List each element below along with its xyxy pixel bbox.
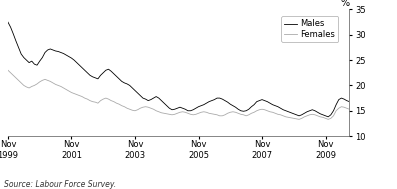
Males xyxy=(257,99,262,102)
Females xyxy=(257,109,262,111)
Legend: Males, Females: Males, Females xyxy=(281,16,338,42)
Text: %: % xyxy=(340,0,349,8)
Males xyxy=(183,108,188,110)
Males xyxy=(347,101,352,103)
Males xyxy=(231,105,235,107)
Females xyxy=(297,118,301,121)
Females xyxy=(151,108,156,110)
Males xyxy=(326,116,331,118)
Females xyxy=(231,111,235,113)
Line: Females: Females xyxy=(8,70,349,119)
Females xyxy=(273,112,278,114)
Males xyxy=(6,21,10,23)
Text: Source: Labour Force Survey.: Source: Labour Force Survey. xyxy=(4,180,116,189)
Males xyxy=(98,74,103,76)
Males xyxy=(273,105,278,107)
Females xyxy=(98,99,103,102)
Females xyxy=(183,111,188,113)
Females xyxy=(6,69,10,71)
Males xyxy=(151,97,156,99)
Line: Males: Males xyxy=(8,22,349,117)
Females xyxy=(347,108,352,110)
